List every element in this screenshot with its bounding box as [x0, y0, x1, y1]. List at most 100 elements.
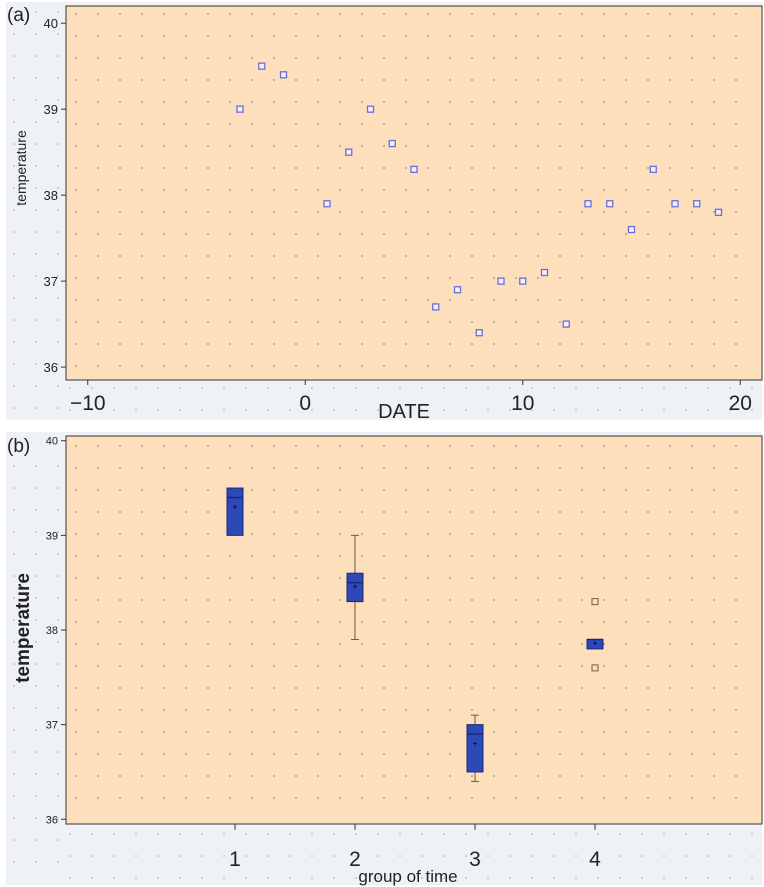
grid-dot — [229, 13, 231, 15]
grid-dot — [581, 145, 583, 147]
grid-dot — [669, 233, 671, 235]
grid-dot — [471, 797, 473, 799]
grid-dot — [691, 299, 693, 301]
grid-dot — [311, 833, 313, 835]
grid-dot — [669, 489, 671, 491]
grid-dot — [669, 577, 671, 579]
grid-dot — [509, 877, 511, 879]
grid-dot — [537, 665, 539, 667]
grid-dot — [713, 775, 715, 777]
scatter-point — [236, 105, 244, 113]
x-tick-label: 0 — [299, 392, 311, 415]
grid-dot — [119, 709, 121, 711]
grid-dot — [625, 167, 627, 169]
grid-dot — [135, 409, 137, 411]
grid-dot — [35, 861, 37, 863]
grid-dot — [141, 79, 143, 81]
grid-dot — [35, 641, 37, 643]
grid-dot — [119, 343, 121, 345]
grid-dot — [141, 511, 143, 513]
grid-dot — [691, 13, 693, 15]
grid-dot — [427, 445, 429, 447]
grid-dot — [361, 753, 363, 755]
grid-dot — [35, 619, 37, 621]
grid-dot — [493, 255, 495, 257]
grid-dot — [669, 467, 671, 469]
grid-dot — [471, 445, 473, 447]
grid-dot — [35, 165, 37, 167]
grid-dot — [97, 643, 99, 645]
grid-dot — [339, 467, 341, 469]
grid-dot — [141, 621, 143, 623]
grid-dot — [185, 299, 187, 301]
grid-dot — [669, 511, 671, 513]
grid-dot — [427, 709, 429, 711]
grid-dot — [647, 13, 649, 15]
grid-dot — [471, 467, 473, 469]
grid-dot — [163, 797, 165, 799]
grid-dot — [581, 599, 583, 601]
grid-dot — [515, 277, 517, 279]
grid-dot — [735, 533, 737, 535]
grid-dot — [399, 877, 401, 879]
grid-dot — [35, 729, 37, 731]
grid-dot — [57, 33, 59, 35]
grid-dot — [267, 855, 269, 857]
grid-dot — [141, 643, 143, 645]
grid-dot — [251, 145, 253, 147]
grid-dot — [443, 855, 445, 857]
grid-dot — [537, 145, 539, 147]
grid-dot — [75, 489, 77, 491]
grid-dot — [157, 409, 159, 411]
grid-dot — [141, 321, 143, 323]
grid-dot — [333, 387, 335, 389]
grid-dot — [707, 877, 709, 879]
grid-dot — [625, 145, 627, 147]
grid-dot — [75, 101, 77, 103]
grid-dot — [163, 255, 165, 257]
grid-dot — [383, 13, 385, 15]
grid-dot — [185, 533, 187, 535]
grid-dot — [493, 445, 495, 447]
grid-dot — [317, 189, 319, 191]
grid-dot — [493, 277, 495, 279]
grid-dot — [383, 211, 385, 213]
x-axis-title: DATE — [378, 401, 430, 423]
grid-dot — [295, 467, 297, 469]
panel-b-outer-dots — [13, 465, 753, 879]
grid-dot — [57, 55, 59, 57]
grid-dot — [339, 35, 341, 37]
grid-dot — [75, 189, 77, 191]
panel-a-plot-area — [65, 5, 763, 381]
grid-dot — [581, 299, 583, 301]
grid-dot — [575, 833, 577, 835]
grid-dot — [729, 409, 731, 411]
grid-dot — [141, 35, 143, 37]
grid-dot — [581, 643, 583, 645]
grid-dot — [251, 233, 253, 235]
grid-dot — [35, 407, 37, 409]
grid-dot — [185, 79, 187, 81]
grid-dot — [361, 233, 363, 235]
grid-dot — [713, 643, 715, 645]
grid-dot — [537, 189, 539, 191]
grid-dot — [267, 387, 269, 389]
grid-dot — [729, 833, 731, 835]
scatter-point — [606, 200, 614, 208]
grid-dot — [97, 687, 99, 689]
scatter-point — [693, 200, 701, 208]
mean-marker — [353, 584, 357, 589]
grid-dot — [97, 621, 99, 623]
grid-dot — [119, 621, 121, 623]
grid-dot — [669, 365, 671, 367]
grid-dot — [405, 555, 407, 557]
grid-dot — [75, 79, 77, 81]
grid-dot — [57, 11, 59, 13]
grid-dot — [361, 445, 363, 447]
grid-dot — [119, 35, 121, 37]
grid-dot — [603, 299, 605, 301]
grid-dot — [471, 365, 473, 367]
grid-dot — [69, 833, 71, 835]
grid-dot — [515, 35, 517, 37]
grid-dot — [229, 233, 231, 235]
